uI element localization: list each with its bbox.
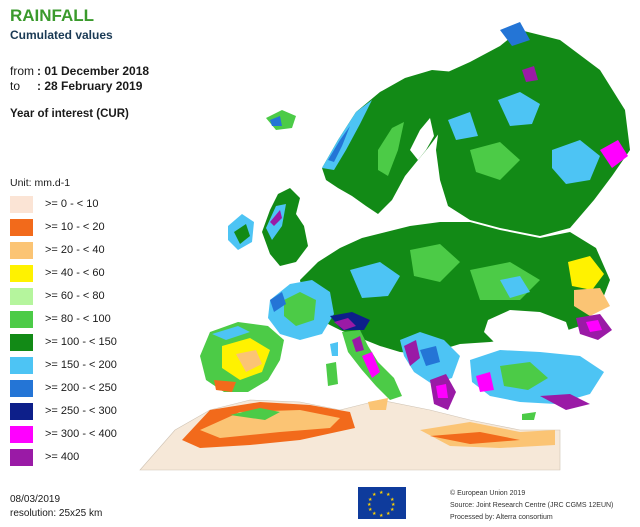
iberia-north-blue bbox=[212, 326, 250, 340]
russia-south-yellow bbox=[568, 256, 604, 290]
russia-south-orange bbox=[574, 288, 610, 316]
period-from: from: 01 December 2018 bbox=[10, 64, 149, 78]
legend-swatch bbox=[10, 403, 33, 420]
year-of-interest: Year of interest (CUR) bbox=[10, 108, 129, 120]
period-from-label: from bbox=[10, 64, 34, 78]
russia-light bbox=[470, 142, 520, 180]
legend-label: >= 10 - < 20 bbox=[45, 221, 105, 233]
cyprus bbox=[522, 412, 536, 420]
northern-russia bbox=[430, 30, 630, 236]
great-britain bbox=[262, 188, 308, 266]
greece-pink bbox=[436, 384, 448, 398]
russia-blue-3 bbox=[500, 22, 530, 46]
libya-egypt-strip bbox=[430, 432, 520, 444]
russia-blue-1 bbox=[498, 92, 540, 126]
maghreb-coast-inner bbox=[200, 410, 340, 438]
ukraine-blue bbox=[500, 276, 530, 298]
footer-copyright: © European Union 2019 bbox=[450, 490, 526, 497]
legend-label: >= 250 - < 300 bbox=[45, 405, 117, 417]
italy-purple bbox=[352, 336, 364, 352]
legend-label: >= 60 - < 80 bbox=[45, 290, 105, 302]
legend-swatch bbox=[10, 219, 33, 236]
map-title: RAINFALL bbox=[10, 6, 95, 25]
italy-pink bbox=[362, 352, 380, 378]
legend-swatch bbox=[10, 334, 33, 351]
footer-resolution: resolution: 25x25 km bbox=[10, 508, 103, 519]
balkans-dark bbox=[420, 346, 440, 366]
caspian-sea bbox=[612, 298, 630, 350]
legend-label: >= 40 - < 60 bbox=[45, 267, 105, 279]
footer-source: Source: Joint Research Centre (JRC CGMS … bbox=[450, 502, 614, 509]
legend-swatch bbox=[10, 242, 33, 259]
russia-blue-4 bbox=[448, 112, 478, 140]
ireland-green bbox=[234, 224, 250, 244]
central-europe-light bbox=[410, 244, 460, 282]
iberia-south-orange bbox=[214, 380, 236, 392]
britain-purple bbox=[270, 210, 282, 226]
period-to-label: to bbox=[10, 79, 21, 93]
legend-swatch bbox=[10, 449, 33, 466]
sardinia bbox=[326, 362, 338, 386]
norway-coast-dark bbox=[328, 126, 350, 162]
legend-label: >= 200 - < 250 bbox=[45, 382, 117, 394]
turkey-green bbox=[500, 362, 548, 390]
france-dark bbox=[270, 292, 286, 312]
legend-label: >= 20 - < 40 bbox=[45, 244, 105, 256]
period-to: to : 28 February 2019 bbox=[10, 79, 142, 93]
period-from-value: : 01 December 2018 bbox=[37, 64, 150, 78]
black-sea bbox=[484, 310, 572, 352]
legend-swatch bbox=[10, 311, 33, 328]
period-to-value: : 28 February 2019 bbox=[37, 79, 143, 93]
sweden-light bbox=[378, 122, 404, 176]
legend-label: >= 150 - < 200 bbox=[45, 359, 117, 371]
corsica bbox=[330, 342, 338, 356]
russia-blue-2 bbox=[552, 140, 600, 184]
russia-purple bbox=[522, 66, 538, 82]
gulf-of-bothnia bbox=[410, 118, 434, 160]
turkey-pink bbox=[476, 372, 494, 392]
maghreb-green bbox=[230, 408, 280, 420]
legend-swatch bbox=[10, 426, 33, 443]
alps-purple bbox=[334, 318, 356, 330]
legend-swatch bbox=[10, 265, 33, 282]
legend-swatch bbox=[10, 357, 33, 374]
footer-processed: Processed by: Alterra consortium bbox=[450, 514, 553, 521]
legend-label: >= 0 - < 10 bbox=[45, 198, 99, 210]
france-green bbox=[284, 292, 316, 326]
legend-label: >= 400 bbox=[45, 451, 80, 463]
caucasus-pink bbox=[586, 320, 602, 332]
legend-label: >= 300 - < 400 bbox=[45, 428, 117, 440]
sicily bbox=[368, 398, 388, 410]
legend-unit: Unit: mm.d-1 bbox=[10, 177, 71, 189]
iceland-blue bbox=[270, 116, 282, 126]
map-subtitle: Cumulated values bbox=[10, 28, 113, 42]
legend-swatch bbox=[10, 196, 33, 213]
russia-pink bbox=[600, 140, 628, 168]
balkans-purple bbox=[404, 340, 420, 366]
legend-label: >= 80 - < 100 bbox=[45, 313, 111, 325]
baltic-sea bbox=[392, 156, 430, 214]
turkey-purple bbox=[540, 394, 590, 410]
legend-label: >= 100 - < 150 bbox=[45, 336, 117, 348]
iberia-orange bbox=[236, 350, 262, 372]
legend-swatch bbox=[10, 380, 33, 397]
eu-flag-logo: ★ ★ ★ ★ ★ ★ ★ ★ ★ ★ ★ ★ bbox=[358, 487, 406, 519]
legend-swatch bbox=[10, 288, 33, 305]
central-europe-blue bbox=[350, 262, 400, 298]
footer-date: 08/03/2019 bbox=[10, 494, 61, 505]
